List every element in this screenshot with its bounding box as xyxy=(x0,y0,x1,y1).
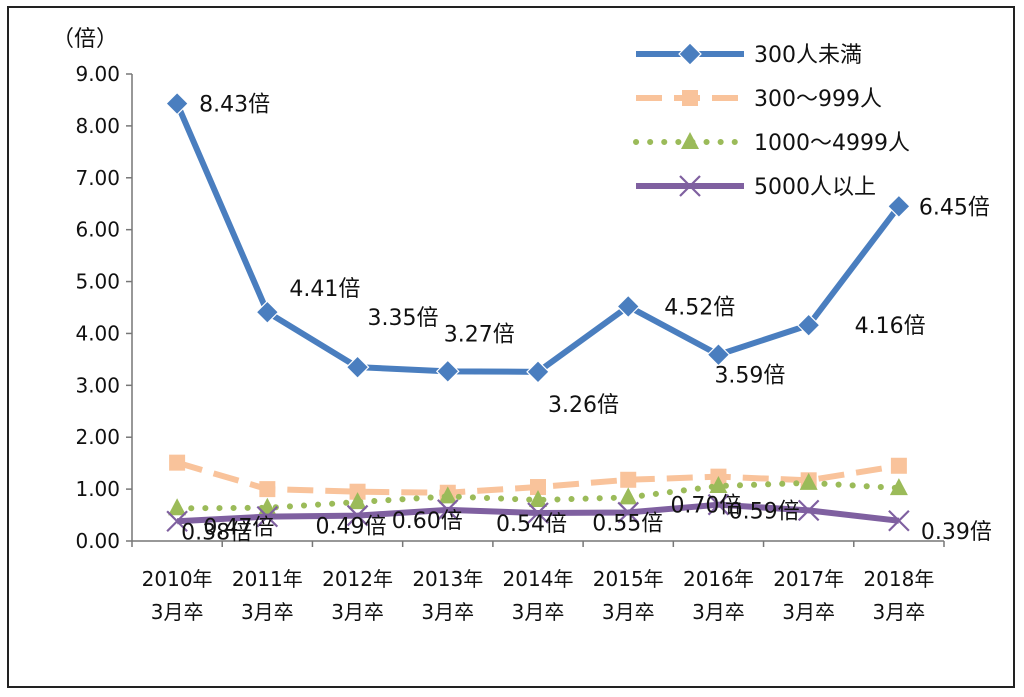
series-2-point xyxy=(259,481,276,498)
data-label-series-4: 0.54倍 xyxy=(496,512,567,537)
x-tick-label-year: 2010年 xyxy=(142,567,213,591)
series-3-point xyxy=(258,497,277,515)
data-label-series-1: 4.16倍 xyxy=(855,314,926,339)
data-label-series-4: 0.70倍 xyxy=(670,494,741,519)
x-tick-label-month: 3月卒 xyxy=(512,600,565,624)
x-tick-label-year: 2015年 xyxy=(593,567,664,591)
series-4-point xyxy=(527,502,549,524)
series-4-point xyxy=(617,501,640,524)
x-tick-label-month: 3月卒 xyxy=(602,600,655,624)
x-tick-label-month: 3月卒 xyxy=(331,600,384,624)
series-1-point xyxy=(796,313,821,337)
series-4-point xyxy=(166,510,188,533)
x-tick-label-month: 3月卒 xyxy=(873,600,926,624)
series-1-point xyxy=(526,359,550,384)
series-2-point xyxy=(169,454,186,471)
x-tick-label-month: 3月卒 xyxy=(782,600,835,624)
y-tick-label: 3.00 xyxy=(75,373,120,397)
x-tick-label-year: 2016年 xyxy=(683,567,754,591)
data-label-series-1: 4.52倍 xyxy=(664,295,735,320)
data-label-series-1: 6.45倍 xyxy=(919,195,990,220)
data-label-series-4: 0.39倍 xyxy=(921,520,992,545)
data-label-series-1: 3.26倍 xyxy=(548,393,619,418)
series-1-point xyxy=(255,300,280,325)
data-label-series-4: 0.49倍 xyxy=(316,515,387,540)
legend-label-3: 1000～4999人 xyxy=(754,131,910,156)
series-3-point xyxy=(168,498,187,516)
y-tick-label: 4.00 xyxy=(75,321,120,345)
legend-label-4: 5000人以上 xyxy=(754,175,876,200)
x-tick-label-year: 2013年 xyxy=(412,567,483,591)
series-1-point xyxy=(887,194,911,219)
x-tick-label-month: 3月卒 xyxy=(421,600,474,624)
series-1-point xyxy=(706,342,731,367)
series-1-point xyxy=(435,359,460,384)
x-tick-label-year: 2017年 xyxy=(773,567,844,591)
y-tick-label: 0.00 xyxy=(75,529,120,553)
legend-marker-4 xyxy=(679,175,701,197)
data-label-series-1: 4.41倍 xyxy=(289,277,360,302)
series-1-point xyxy=(345,355,370,380)
y-tick-label: 9.00 xyxy=(75,62,120,86)
y-tick-label: 7.00 xyxy=(75,166,120,190)
data-label-series-4: 0.55倍 xyxy=(592,511,663,536)
series-4-point xyxy=(346,504,369,527)
y-tick-label: 5.00 xyxy=(75,270,120,294)
series-3-point xyxy=(799,472,818,490)
series-2-point xyxy=(890,457,907,474)
y-tick-label: 1.00 xyxy=(75,477,120,501)
legend-marker-3 xyxy=(681,132,699,149)
x-tick-label-year: 2011年 xyxy=(232,567,303,591)
series-4-point xyxy=(888,509,910,532)
y-tick-label: 2.00 xyxy=(75,425,120,449)
y-axis-unit-label: （倍） xyxy=(52,27,118,52)
legend-label-2: 300～999人 xyxy=(754,87,882,112)
series-2-point xyxy=(530,479,546,496)
x-tick-label-year: 2012年 xyxy=(322,567,393,591)
data-label-series-4: 0.59倍 xyxy=(729,499,800,524)
legend-marker-1 xyxy=(678,42,702,66)
series-3-point xyxy=(709,475,728,493)
legend-label-1: 300人未満 xyxy=(754,43,862,68)
y-tick-label: 6.00 xyxy=(75,218,120,242)
series-4-point xyxy=(797,499,820,522)
series-2-point xyxy=(620,471,637,488)
series-3-point xyxy=(438,486,457,504)
x-tick-label-month: 3月卒 xyxy=(241,600,294,624)
series-3-point xyxy=(529,490,547,508)
data-label-series-1: 3.59倍 xyxy=(714,364,785,389)
x-tick-label-month: 3月卒 xyxy=(692,600,745,624)
series-4-point xyxy=(436,499,459,521)
data-label-series-1: 3.27倍 xyxy=(444,322,515,347)
data-label-series-4: 0.47倍 xyxy=(203,516,274,541)
series-1-point xyxy=(616,294,641,319)
chart-frame xyxy=(7,6,1015,688)
data-label-series-1: 8.43倍 xyxy=(199,93,270,118)
series-3-point xyxy=(889,478,908,496)
y-tick-label: 8.00 xyxy=(75,114,120,138)
series-3-point xyxy=(619,487,638,505)
x-tick-label-year: 2014年 xyxy=(503,567,574,591)
series-2-point xyxy=(349,483,366,500)
series-3-point xyxy=(348,492,367,510)
data-label-series-4: 0.38倍 xyxy=(181,520,252,545)
legend-marker-2 xyxy=(682,90,698,106)
data-label-series-1: 3.35倍 xyxy=(368,306,439,331)
x-tick-label-year: 2018年 xyxy=(863,567,934,591)
x-tick-label-month: 3月卒 xyxy=(151,600,204,624)
series-4-point xyxy=(707,493,730,516)
series-1-point xyxy=(165,91,189,116)
series-4-point xyxy=(256,505,279,528)
data-label-series-4: 0.60倍 xyxy=(392,509,463,534)
